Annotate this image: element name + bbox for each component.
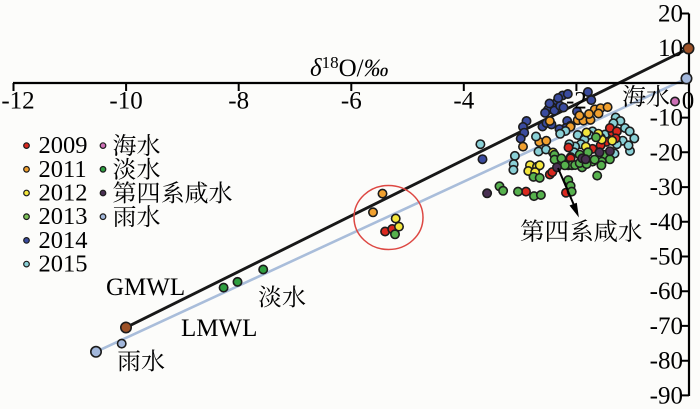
svg-text:-12: -12 <box>1 88 34 115</box>
svg-text:-6: -6 <box>341 88 362 115</box>
svg-text:2014: 2014 <box>39 227 88 254</box>
svg-text:-2: -2 <box>566 88 587 115</box>
svg-text:20: 20 <box>658 1 683 28</box>
svg-text:10: 10 <box>658 35 683 62</box>
svg-text:-8: -8 <box>228 88 249 115</box>
svg-text:0: 0 <box>682 88 695 115</box>
svg-text:-60: -60 <box>650 278 683 305</box>
svg-text:-40: -40 <box>650 209 683 236</box>
svg-text:GMWL: GMWL <box>106 274 185 301</box>
svg-text:2015: 2015 <box>39 251 88 278</box>
svg-text:-20: -20 <box>650 139 683 166</box>
svg-text:-10: -10 <box>109 88 142 115</box>
svg-text:-90: -90 <box>650 382 683 409</box>
svg-text:-70: -70 <box>650 313 683 340</box>
svg-text:LMWL: LMWL <box>181 315 257 342</box>
svg-text:-4: -4 <box>453 88 474 115</box>
svg-text:-30: -30 <box>650 174 683 201</box>
svg-text:-80: -80 <box>650 348 683 375</box>
svg-text:2012: 2012 <box>39 180 88 207</box>
svg-text:δ18O/‰: δ18O/‰ <box>310 53 389 82</box>
svg-text:2009: 2009 <box>39 132 88 159</box>
svg-text:2011: 2011 <box>39 156 87 183</box>
svg-text:2013: 2013 <box>39 203 88 230</box>
svg-text:-10: -10 <box>650 105 683 132</box>
svg-text:-50: -50 <box>650 244 683 271</box>
